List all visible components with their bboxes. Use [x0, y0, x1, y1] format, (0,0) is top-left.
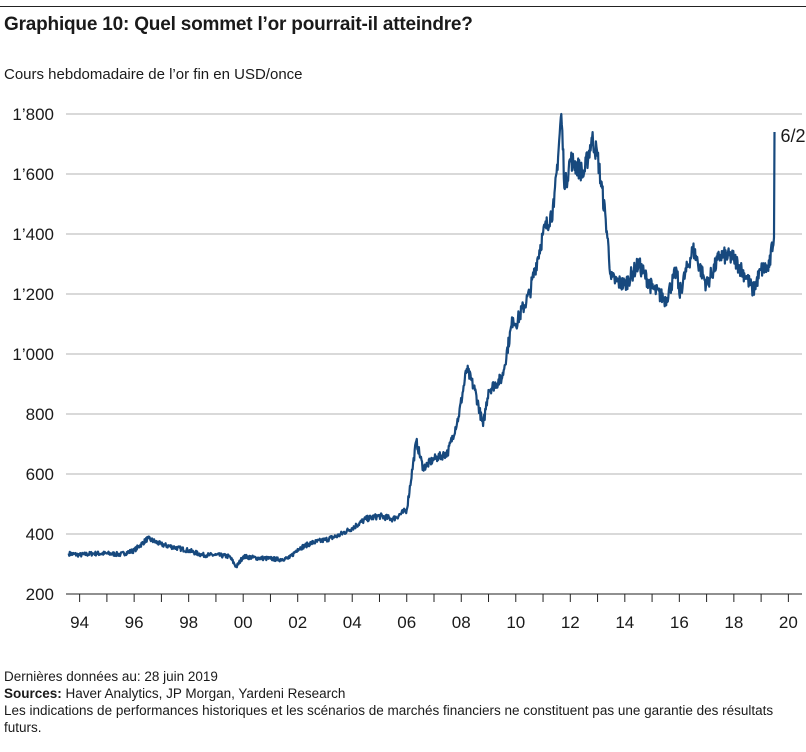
disclaimer: Les indications de performances historiq…: [4, 703, 774, 735]
x-tick-label: 10: [506, 613, 525, 632]
y-tick-label: 400: [26, 525, 54, 544]
x-tick-label: 20: [779, 613, 798, 632]
chart-subtitle: Cours hebdomadaire de l’or fin en USD/on…: [4, 66, 303, 83]
gold-price-chart: 1’800 1’600 1’400 1’200 1’000 800 600 400 200 94…: [12, 105, 806, 632]
chart-title: Graphique 10: Quel sommet l’or pourrait-…: [4, 14, 473, 35]
sources-text: Haver Analytics, JP Morgan, Yardeni Rese…: [61, 686, 346, 701]
y-tick-label: 1’000: [12, 345, 54, 364]
x-tick-label: 06: [397, 613, 416, 632]
x-tick-label: 00: [234, 613, 253, 632]
x-tick-label: 18: [724, 613, 743, 632]
x-tick-label: 04: [343, 613, 362, 632]
y-tick-label: 800: [26, 405, 54, 424]
y-tick-label: 200: [26, 585, 54, 604]
sources-label: Sources:: [4, 686, 62, 701]
top-rule: [0, 6, 806, 7]
y-tick-label: 600: [26, 465, 54, 484]
x-tick-label: 12: [561, 613, 580, 632]
y-tick-label: 1’200: [12, 285, 54, 304]
chart-footer: Dernières données au: 28 juin 2019 Sourc…: [4, 668, 802, 736]
sources-line: Sources: Haver Analytics, JP Morgan, Yar…: [4, 685, 802, 702]
x-axis: [66, 593, 802, 602]
y-tick-label: 1’800: [12, 105, 54, 124]
x-tick-label: 96: [125, 613, 144, 632]
x-tick-label: 08: [452, 613, 471, 632]
y-axis-labels: 1’800 1’600 1’400 1’200 1’000 800 600 400 200: [12, 105, 54, 604]
x-tick-label: 02: [288, 613, 307, 632]
gold-price-line: [67, 112, 776, 569]
y-tick-label: 1’600: [12, 165, 54, 184]
x-tick-label: 14: [615, 613, 634, 632]
grid-lines: [66, 113, 802, 535]
last-data-note: Dernières données au: 28 juin 2019: [4, 669, 218, 684]
x-axis-labels: 94 96 98 00 02 04 06 08 10 12 14 16 18 20: [70, 613, 798, 632]
y-tick-label: 1’400: [12, 225, 54, 244]
end-date-annotation: 6/28: [780, 126, 806, 146]
x-tick-label: 94: [70, 613, 89, 632]
x-tick-label: 16: [670, 613, 689, 632]
x-tick-label: 98: [179, 613, 198, 632]
